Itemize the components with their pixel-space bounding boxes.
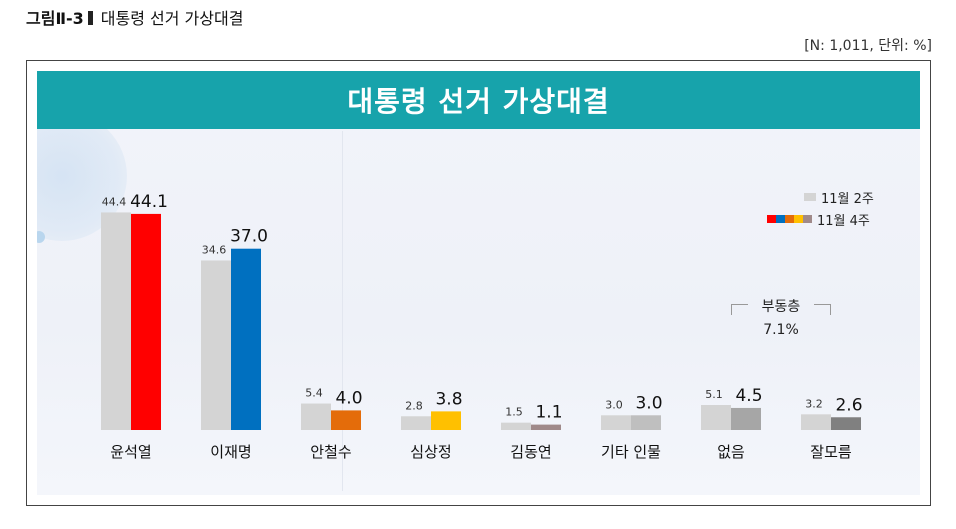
data-label-series-2-1: 44.1 [130, 192, 168, 212]
chart-legend: 11월 2주 11월 4주 [767, 186, 874, 230]
figure-caption: 그림Ⅱ-3 대통령 선거 가상대결 [26, 5, 243, 29]
data-label-series-1-6: 3.0 [605, 398, 623, 411]
data-label-series-1-8: 3.2 [805, 397, 823, 410]
legend-label-series-1: 11월 2주 [821, 191, 874, 207]
data-label-series-1-7: 5.1 [705, 388, 723, 401]
swing-voter-annotation: 부동층 7.1% [731, 296, 831, 340]
bar-series-1-8 [801, 414, 831, 430]
bar-series-1-7 [701, 405, 731, 430]
annotation-bracket-right [814, 304, 831, 315]
legend-swatch-segment-3 [785, 215, 794, 223]
bar-series-1-1 [101, 212, 131, 430]
bar-series-1-3 [301, 403, 331, 430]
legend-item-series-1: 11월 2주 [767, 186, 874, 208]
figure-caption-title: 대통령 선거 가상대결 [100, 9, 244, 28]
bar-series-1-2 [201, 260, 231, 430]
data-label-series-2-7: 4.5 [735, 386, 762, 406]
bar-series-2-8 [831, 417, 861, 430]
legend-swatch-segment-2 [776, 215, 785, 223]
caption-separator [87, 11, 93, 25]
category-label-1: 윤석열 [110, 443, 151, 461]
category-label-2: 이재명 [210, 443, 251, 461]
swing-voter-value: 7.1% [763, 322, 799, 338]
category-label-7: 없음 [717, 443, 745, 461]
swing-voter-label: 부동층 [761, 299, 801, 315]
bar-series-2-3 [331, 410, 361, 430]
figure-label: 그림Ⅱ-3 [26, 9, 84, 28]
data-label-series-2-4: 3.8 [435, 389, 462, 409]
data-label-series-2-8: 2.6 [835, 395, 862, 415]
data-label-series-1-3: 5.4 [305, 387, 323, 400]
data-label-series-2-6: 3.0 [635, 393, 662, 413]
data-label-series-1-5: 1.5 [505, 406, 523, 419]
plot-background [37, 71, 920, 495]
data-label-series-2-3: 4.0 [335, 388, 362, 408]
data-label-series-1-1: 44.4 [102, 195, 127, 208]
bar-series-1-6 [601, 415, 631, 430]
legend-swatch-series-2 [767, 215, 812, 223]
decorative-dot [37, 231, 45, 243]
bar-series-2-4 [431, 411, 461, 430]
legend-swatch-segment-1 [767, 215, 776, 223]
bar-series-2-7 [731, 407, 761, 430]
bar-series-2-1 [131, 213, 161, 430]
category-label-8: 잘모름 [810, 443, 852, 461]
legend-swatch-segment-4 [794, 215, 803, 223]
units-note: [N: 1,011, 단위: %] [804, 38, 932, 54]
annotation-bracket-left [731, 304, 748, 315]
category-label-4: 심상정 [410, 443, 451, 461]
data-label-series-1-4: 2.8 [405, 399, 423, 412]
legend-swatch-segment-5 [803, 215, 812, 223]
data-label-series-2-5: 1.1 [535, 403, 562, 423]
bar-series-1-5 [501, 422, 531, 430]
legend-label-series-2: 11월 4주 [817, 213, 870, 229]
bar-series-2-2 [231, 248, 261, 430]
legend-item-series-2: 11월 4주 [767, 208, 874, 230]
bar-series-2-5 [531, 424, 561, 430]
bar-chart: 44.4 44.1 윤석열 34.637.0 이재명 5.4 4.0 안철수 2.8 3.8 심상정… [101, 192, 863, 461]
category-label-3: 안철수 [310, 443, 351, 461]
category-label-6: 기타 인물 [601, 443, 661, 461]
data-label-series-2-2: 37.0 [230, 227, 268, 247]
data-label-series-1-2: 34.6 [202, 243, 227, 256]
legend-swatch-series-1 [804, 193, 816, 201]
chart-title: 대통령 선거 가상대결 [37, 71, 920, 129]
decorative-line [342, 131, 343, 491]
category-label-5: 김동연 [510, 443, 551, 461]
bar-series-1-4 [401, 416, 431, 430]
bar-series-2-6 [631, 415, 661, 430]
chart-frame: 대통령 선거 가상대결 44.4 44.1 윤석열 34.6 37.0 이재명 5.4 4.0… [26, 60, 931, 506]
